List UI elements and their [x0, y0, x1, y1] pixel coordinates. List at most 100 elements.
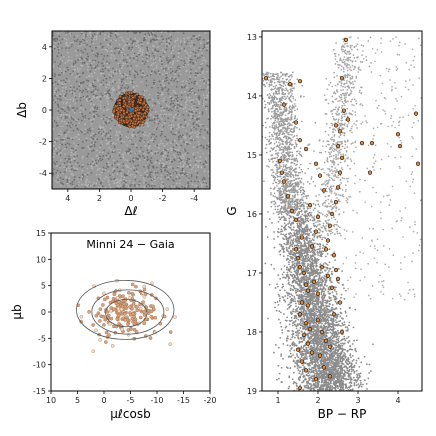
pm-star: [121, 294, 125, 298]
field-star: [183, 148, 186, 151]
pm-star: [168, 330, 173, 334]
field-star: [202, 72, 205, 75]
field-star: [358, 365, 361, 368]
field-star: [59, 151, 62, 154]
field-star: [101, 158, 104, 161]
field-star: [166, 159, 168, 162]
field-star: [198, 66, 201, 69]
field-star: [67, 68, 69, 71]
field-star: [190, 168, 193, 171]
field-star: [176, 169, 178, 172]
field-star: [54, 73, 56, 75]
field-star: [84, 115, 87, 117]
member-star: [142, 101, 146, 105]
field-star: [103, 105, 106, 108]
field-star: [161, 35, 163, 38]
field-star: [190, 126, 193, 129]
field-star: [126, 82, 128, 85]
field-star: [56, 137, 59, 140]
field-star: [192, 43, 195, 46]
field-star: [105, 86, 108, 89]
field-star: [71, 92, 74, 95]
field-star: [172, 115, 175, 118]
field-star: [95, 94, 98, 97]
field-star: [128, 179, 131, 182]
field-star: [144, 164, 147, 167]
field-star: [313, 246, 316, 249]
field-star: [182, 141, 185, 143]
field-star: [68, 56, 70, 58]
field-star: [289, 287, 292, 290]
field-star: [200, 128, 202, 131]
field-star: [162, 165, 165, 168]
field-star: [131, 82, 134, 85]
field-star: [156, 117, 159, 120]
field-star: [87, 153, 90, 155]
field-star: [70, 154, 72, 157]
field-star: [61, 120, 63, 123]
field-star: [180, 139, 183, 142]
field-star: [189, 142, 191, 145]
field-star: [61, 38, 64, 41]
field-star: [100, 133, 103, 135]
field-star: [151, 119, 154, 122]
field-star: [86, 90, 89, 93]
field-star: [196, 121, 198, 124]
member-star: [138, 101, 142, 105]
field-star: [102, 45, 104, 48]
field-star: [118, 170, 121, 173]
field-star: [134, 143, 137, 145]
field-star: [151, 49, 154, 51]
field-star: [81, 129, 84, 131]
field-star: [187, 57, 190, 60]
field-star: [203, 170, 206, 173]
field-star: [99, 107, 102, 110]
field-star: [169, 39, 172, 42]
field-star: [185, 96, 188, 99]
field-star: [85, 128, 87, 131]
field-star: [146, 60, 149, 63]
field-star: [63, 166, 65, 169]
field-star: [95, 162, 98, 165]
field-star: [161, 73, 164, 76]
field-star: [118, 151, 121, 154]
field-star: [69, 104, 72, 107]
field-star: [314, 307, 316, 310]
field-star: [139, 69, 142, 72]
field-star: [54, 137, 57, 140]
field-star: [331, 387, 334, 389]
pm-star: [129, 327, 133, 332]
field-star: [58, 47, 61, 50]
field-star: [129, 174, 132, 177]
field-star: [160, 174, 163, 177]
field-star: [165, 100, 167, 103]
field-star: [124, 73, 126, 76]
field-star: [74, 60, 77, 63]
field-star: [57, 174, 60, 177]
field-star: [170, 160, 173, 163]
field-star: [100, 92, 103, 95]
field-star: [287, 294, 289, 297]
field-star: [192, 146, 195, 149]
field-star: [182, 155, 185, 158]
field-star: [162, 55, 165, 58]
field-star: [73, 92, 75, 95]
field-star: [114, 47, 117, 50]
field-star: [92, 181, 95, 184]
field-star: [207, 44, 209, 47]
pm-xtick-label: 5: [75, 396, 80, 405]
member-star: [141, 107, 145, 112]
field-star: [135, 57, 138, 59]
pm-star: [132, 327, 137, 332]
field-star: [149, 176, 152, 178]
field-star: [147, 50, 149, 52]
field-star: [156, 150, 158, 153]
field-star: [108, 81, 111, 83]
field-star: [91, 150, 93, 152]
field-star: [113, 52, 116, 55]
field-star: [190, 99, 193, 102]
field-star: [192, 114, 195, 117]
field-star: [56, 94, 58, 97]
field-star: [187, 178, 189, 181]
field-star: [189, 132, 192, 135]
